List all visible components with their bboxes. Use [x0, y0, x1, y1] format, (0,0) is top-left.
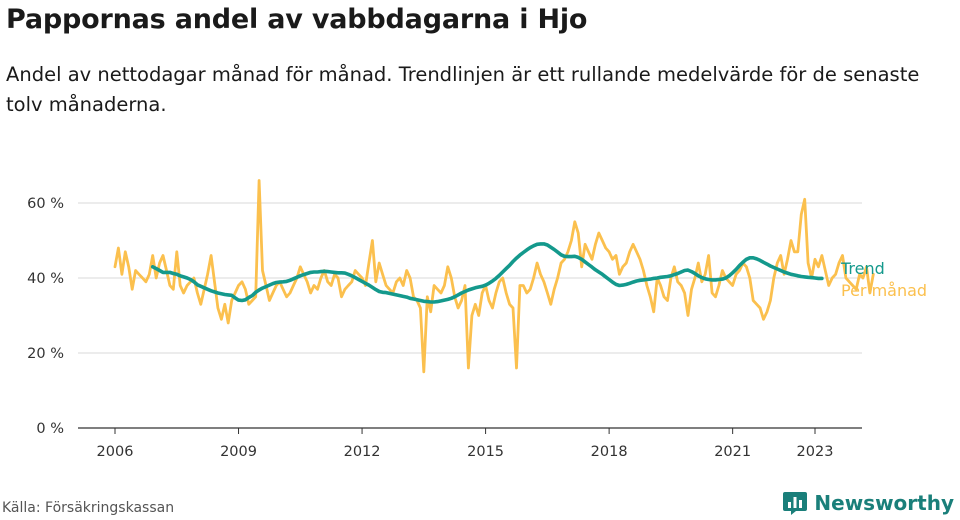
- series-lines: [113, 179, 875, 374]
- y-tick-label: 20 %: [27, 346, 64, 362]
- y-tick-label: 40 %: [27, 271, 64, 287]
- x-tick-label: 2021: [714, 444, 751, 460]
- y-axis-ticks: 0 % 20 % 40 % 60 %: [27, 196, 64, 437]
- x-axis: 2006 2009 2012 2015 2018 2021 2023: [78, 427, 862, 460]
- x-tick-label: 2023: [797, 444, 834, 460]
- monthly-line: [113, 179, 875, 374]
- brand-logo[interactable]: Newsworthy: [782, 490, 954, 516]
- x-tick-label: 2018: [591, 444, 628, 460]
- trend-line: [150, 242, 824, 304]
- newsworthy-logo-icon: [783, 492, 808, 515]
- trend-series-label: Trend: [840, 259, 885, 278]
- brand-name: Newsworthy: [814, 491, 954, 515]
- x-tick-label: 2012: [344, 444, 381, 460]
- x-tick-label: 2006: [97, 444, 134, 460]
- chart-title: Pappornas andel av vabbdagarna i Hjo: [6, 4, 588, 35]
- series-labels: Trend Per månad: [840, 259, 927, 300]
- y-tick-label: 60 %: [27, 196, 64, 212]
- monthly-series-label: Per månad: [841, 281, 927, 300]
- y-tick-label: 0 %: [36, 421, 64, 437]
- source-note: Källa: Försäkringskassan: [2, 500, 175, 516]
- x-tick-label: 2009: [220, 444, 257, 460]
- x-tick-label: 2015: [467, 444, 504, 460]
- chart-subtitle: Andel av nettodagar månad för månad. Tre…: [6, 63, 920, 116]
